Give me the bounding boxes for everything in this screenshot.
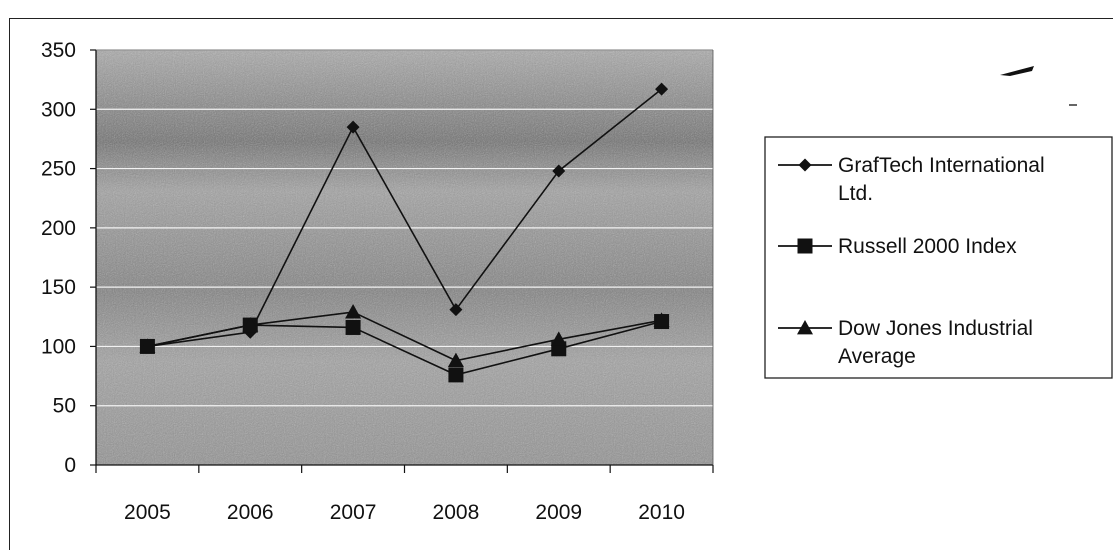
legend: GrafTech International Ltd. Russell 2000 I… xyxy=(764,136,1113,379)
series-2 xyxy=(139,304,670,368)
y-axis-tick-labels: 0 50 100 150 200 250 300 350 xyxy=(41,39,96,477)
data-point xyxy=(655,82,669,96)
y-tick-label: 300 xyxy=(41,98,76,121)
data-point xyxy=(139,338,156,353)
y-tick-label: 250 xyxy=(41,158,76,181)
data-point xyxy=(242,317,259,332)
series-0 xyxy=(140,82,669,353)
legend-marker xyxy=(797,320,813,335)
data-point xyxy=(448,367,464,383)
y-tick-label: 100 xyxy=(41,335,76,358)
x-axis-tick-labels: 2005 2006 2007 2008 2009 2010 xyxy=(95,465,714,524)
legend-marker xyxy=(797,238,813,254)
series-line xyxy=(147,311,662,362)
legend-label: Russell 2000 Index xyxy=(838,235,1017,258)
data-point xyxy=(346,120,360,134)
legend-marker xyxy=(798,158,812,172)
data-point xyxy=(552,164,566,178)
legend-label: GrafTech International xyxy=(838,154,1045,177)
y-tick-label: 50 xyxy=(53,395,76,418)
x-tick-label: 2010 xyxy=(638,501,685,524)
y-tick-label: 0 xyxy=(64,454,76,477)
data-point xyxy=(345,304,362,319)
chart-frame xyxy=(9,18,1113,550)
x-tick-label: 2007 xyxy=(330,501,377,524)
plot-area xyxy=(96,50,713,465)
series-line xyxy=(147,88,663,348)
y-tick-label: 350 xyxy=(41,39,76,62)
legend-label: Average xyxy=(838,345,916,368)
plot-texture xyxy=(96,50,713,465)
x-tick-label: 2005 xyxy=(124,501,171,524)
legend-entry: GrafTech International Ltd. xyxy=(778,154,1045,205)
legend-entry: Dow Jones Industrial Average xyxy=(778,317,1033,368)
data-point xyxy=(449,303,463,317)
x-tick-label: 2009 xyxy=(535,501,582,524)
legend-label: Dow Jones Industrial xyxy=(838,317,1033,340)
legend-entry: Russell 2000 Index xyxy=(778,235,1017,258)
legend-box xyxy=(764,136,1113,379)
data-point xyxy=(447,352,464,368)
scan-artifact xyxy=(1000,66,1034,76)
legend-label: Ltd. xyxy=(838,182,873,205)
x-tick-label: 2008 xyxy=(433,501,480,524)
data-point xyxy=(550,331,567,346)
series-group xyxy=(139,82,670,383)
data-point xyxy=(345,319,361,335)
x-tick-label: 2006 xyxy=(227,501,274,524)
y-tick-label: 200 xyxy=(41,217,76,240)
data-point xyxy=(653,312,670,327)
y-tick-label: 150 xyxy=(41,276,76,299)
